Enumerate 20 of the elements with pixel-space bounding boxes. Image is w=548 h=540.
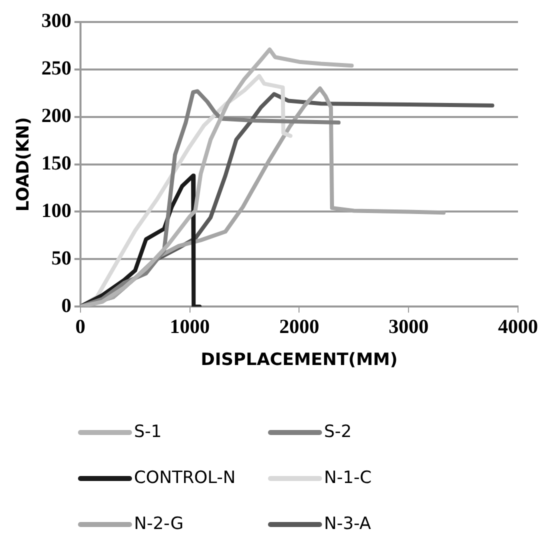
y-tick-label: 100	[41, 200, 72, 222]
x-axis-title: DISPLACEMENT(MM)	[200, 350, 398, 370]
legend-label: N-2-G	[134, 514, 184, 534]
x-tick-label: 2000	[279, 316, 320, 338]
legend-label: CONTROL-N	[134, 468, 236, 488]
x-tick-label: 4000	[498, 316, 538, 338]
y-tick-label: 0	[61, 294, 72, 317]
x-tick-label: 1000	[170, 316, 210, 338]
legend-label: N-1-C	[324, 468, 372, 488]
y-tick-label: 150	[41, 152, 72, 174]
x-tick-label: 3000	[388, 316, 429, 338]
y-tick-label: 250	[41, 58, 72, 80]
y-tick-label: 200	[41, 105, 72, 128]
legend-label: S-2	[324, 422, 352, 442]
y-axis-title: LOAD(KN)	[14, 117, 34, 212]
y-tick-label: 50	[51, 247, 72, 270]
x-tick-label: 0	[75, 316, 86, 338]
y-tick-label: 300	[41, 10, 72, 32]
legend-label: S-1	[134, 422, 162, 442]
legend-label: N-3-A	[324, 514, 372, 534]
